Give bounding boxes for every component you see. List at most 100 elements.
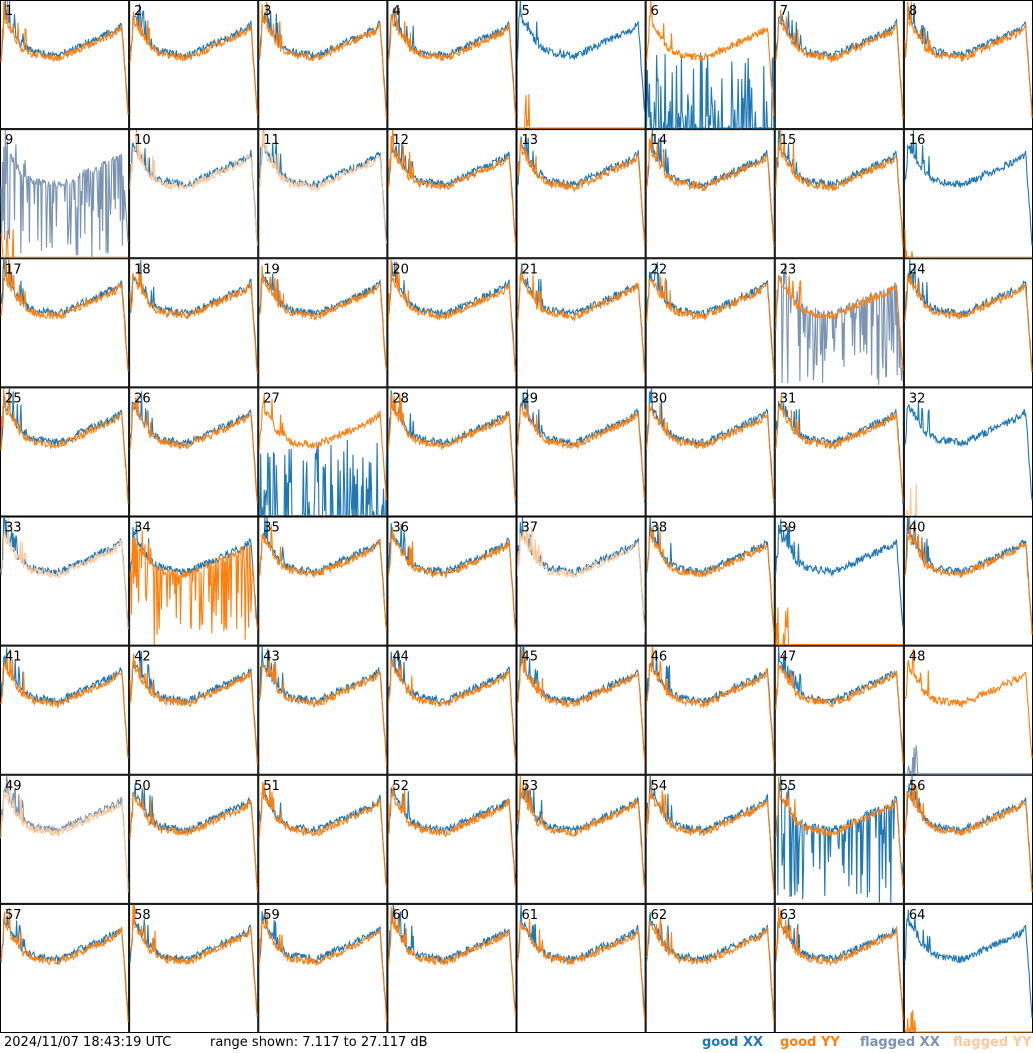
series-xx-41 [0,647,129,757]
panel-label: 46 [651,650,668,665]
panel-frame [774,0,904,130]
series-yy-7 [775,9,904,119]
panel-label: 23 [780,262,797,277]
panel-frame [774,129,904,259]
series-xx-44 [387,651,517,761]
panel-frame [645,903,775,1033]
series-yy-47 [775,664,904,764]
series-xx-3 [258,3,387,114]
panel-24: 24 [903,258,1033,388]
series-xx-28 [387,390,517,504]
panel-frame [129,774,259,904]
panel-40: 40 [903,516,1033,646]
series-xx-59 [258,911,387,1018]
panel-label: 42 [134,650,151,665]
panel-5: 5 [516,0,646,130]
panel-label: 26 [134,391,151,406]
panel-1: 1 [0,0,130,130]
series-xx-64 [904,909,1033,1018]
panel-label: 17 [5,262,22,277]
series-yy-51 [258,781,387,888]
series-xx-63 [775,918,904,1019]
panel-frame [129,903,259,1033]
panel-label: 10 [134,133,151,148]
series-xx-48 [904,745,1032,775]
panel-frame [387,516,517,646]
timestamp: 2024/11/07 18:43:19 UTC [4,1035,172,1050]
panel-48: 48 [903,645,1033,775]
series-xx-62 [646,912,775,1014]
panel-frame [516,129,646,259]
panel-frame [0,258,130,388]
series-yy-24 [904,270,1033,373]
panel-23: 23 [774,258,904,388]
panel-frame [774,645,904,775]
series-yy-56 [904,783,1033,892]
panel-26: 26 [129,387,259,517]
series-xx-52 [387,786,517,886]
panel-17: 17 [0,258,130,388]
series-yy-19 [258,265,387,371]
series-yy-45 [517,646,646,763]
panel-frame [387,903,517,1033]
panel-frame [0,516,130,646]
series-yy-60 [387,906,517,1016]
panel-11: 11 [258,129,388,259]
panel-49: 49 [0,774,130,904]
panel-frame [258,645,388,775]
panel-60: 60 [387,903,517,1033]
series-yy-50 [129,792,258,892]
panel-frame [774,903,904,1033]
panel-label: 41 [5,650,22,665]
panel-label: 63 [780,908,797,923]
panel-9: 9 [0,129,130,259]
legend-flagged-xx: flagged XX [860,1035,940,1050]
panel-frame [516,903,646,1033]
series-yy-59 [258,912,387,1023]
panel-59: 59 [258,903,388,1033]
panel-label: 19 [263,262,280,277]
panel-label: 28 [392,391,409,406]
series-xx-43 [258,646,387,761]
series-yy-13 [516,138,646,245]
panel-frame [129,645,259,775]
series-xx-6 [646,52,775,130]
panel-53: 53 [516,774,646,904]
panel-52: 52 [387,774,517,904]
panel-frame [0,387,130,517]
panel-frame [129,387,259,517]
series-xx-2 [129,3,258,112]
panel-label: 4 [392,4,400,19]
series-yy-63 [775,906,904,1020]
panel-frame [258,516,388,646]
panel-frame [903,387,1033,517]
panel-frame [387,258,517,388]
panel-frame [0,774,130,904]
panel-62: 62 [645,903,775,1033]
panel-label: 34 [134,521,151,536]
series-yy-5 [517,93,645,129]
panel-label: 35 [263,521,280,536]
series-yy-43 [258,653,387,765]
series-xx-11 [258,130,387,244]
panel-56: 56 [903,774,1033,904]
panel-63: 63 [774,903,904,1033]
series-yy-38 [646,526,775,632]
panel-frame [387,774,517,904]
series-xx-24 [904,259,1033,370]
series-yy-48 [904,648,1033,759]
panel-frame [903,903,1033,1033]
panel-frame [387,0,517,130]
panel-frame [516,774,646,904]
panel-label: 14 [651,133,668,148]
panel-frame [258,0,388,130]
series-xx-54 [646,775,775,885]
panel-label: 45 [522,650,539,665]
panel-label: 47 [780,650,797,665]
panel-frame [129,0,259,130]
series-yy-15 [775,130,904,247]
panel-label: 58 [134,908,151,923]
panel-4: 4 [387,0,517,130]
panel-label: 37 [522,521,539,536]
